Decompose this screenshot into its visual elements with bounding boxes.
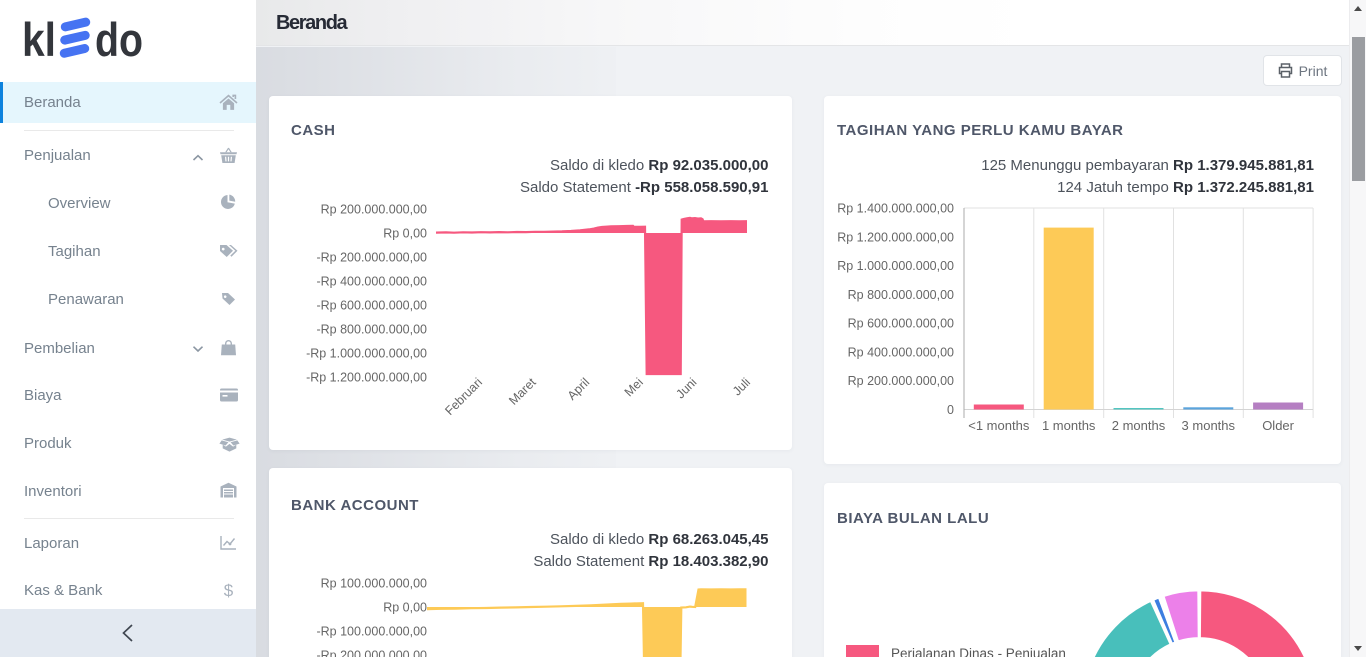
svg-text:Maret: Maret (506, 375, 539, 408)
svg-text:Juli: Juli (730, 375, 753, 398)
svg-text:-Rp 1.000.000.000,00: -Rp 1.000.000.000,00 (306, 347, 427, 361)
svg-text:-Rp 100.000.000,00: -Rp 100.000.000,00 (316, 625, 427, 639)
svg-text:-Rp 600.000.000,00: -Rp 600.000.000,00 (316, 299, 427, 313)
svg-text:-Rp 200.000.000,00: -Rp 200.000.000,00 (316, 251, 427, 265)
svg-text:Rp 800.000.000,00: Rp 800.000.000,00 (848, 288, 954, 302)
svg-text:Rp 600.000.000,00: Rp 600.000.000,00 (848, 317, 954, 331)
svg-text:do: do (95, 13, 143, 60)
svg-text:Februari: Februari (442, 375, 485, 418)
svg-text:2 months: 2 months (1112, 418, 1166, 433)
svg-text:-Rp 800.000.000,00: -Rp 800.000.000,00 (316, 323, 427, 337)
svg-text:Rp 100.000.000,00: Rp 100.000.000,00 (321, 577, 427, 591)
svg-text:-Rp 200.000.000,00: -Rp 200.000.000,00 (316, 649, 427, 657)
svg-text:Rp 400.000.000,00: Rp 400.000.000,00 (848, 345, 954, 359)
svg-text:0: 0 (947, 403, 954, 417)
svg-text:3 months: 3 months (1182, 418, 1236, 433)
svg-text:<1 months: <1 months (968, 418, 1030, 433)
svg-text:Older: Older (1262, 418, 1294, 433)
svg-text:1 months: 1 months (1042, 418, 1096, 433)
svg-text:Rp 1.200.000.000,00: Rp 1.200.000.000,00 (837, 230, 954, 244)
svg-text:-Rp 1.200.000.000,00: -Rp 1.200.000.000,00 (306, 371, 427, 385)
svg-text:Juni: Juni (673, 375, 699, 401)
svg-text:-Rp 400.000.000,00: -Rp 400.000.000,00 (316, 275, 427, 289)
svg-text:Rp 200.000.000,00: Rp 200.000.000,00 (848, 374, 954, 388)
svg-text:Rp 1.400.000.000,00: Rp 1.400.000.000,00 (837, 202, 954, 216)
svg-text:Rp 200.000.000,00: Rp 200.000.000,00 (321, 203, 427, 217)
svg-text:April: April (565, 375, 593, 403)
svg-text:Rp 0,00: Rp 0,00 (383, 227, 427, 241)
svg-text:Mei: Mei (622, 375, 646, 399)
svg-text:Rp 0,00: Rp 0,00 (383, 601, 427, 615)
svg-text:Rp 1.000.000.000,00: Rp 1.000.000.000,00 (837, 259, 954, 273)
svg-text:kl: kl (22, 13, 56, 60)
